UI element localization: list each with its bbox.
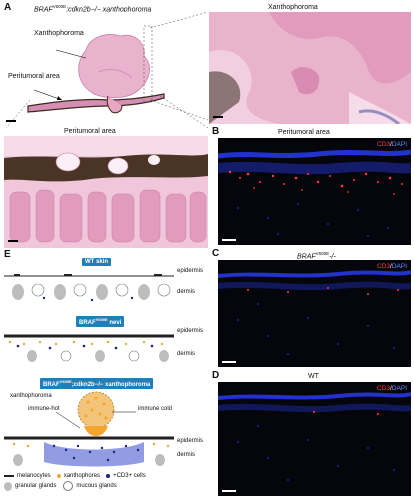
cd3-swatch xyxy=(106,474,111,478)
title-sup: V600E xyxy=(52,4,67,9)
panel-label-b: B xyxy=(212,126,220,137)
nevi-dermis-label: dermis xyxy=(177,351,196,357)
title-braf: BRAF xyxy=(34,6,53,14)
legend-xanthophores: xanthophores xyxy=(63,473,101,479)
stain-dapi-c: DAPI xyxy=(391,263,407,270)
panel-label-a: A xyxy=(4,2,12,13)
title-suffix: ;cdkn2b−/− xanthophoroma xyxy=(66,6,152,14)
zoom-top-title: Xanthophoroma xyxy=(268,4,318,11)
zoom-bottom-title: Peritumoral area xyxy=(64,128,116,135)
panel-b-title: Peritumoral area xyxy=(278,129,330,136)
annotation-peritumoral: Peritumoral area xyxy=(8,73,60,80)
melanocyte-swatch xyxy=(4,475,14,477)
panel-label-e: E xyxy=(4,249,11,260)
legend-cd3: +CD3+ cells xyxy=(113,473,146,479)
schematic-wt-skin xyxy=(4,274,174,302)
annotation-immune-cold: immune cold xyxy=(138,406,173,412)
nevi-epidermis-label: epidermis xyxy=(177,328,204,334)
c-title-braf: BRAF xyxy=(297,253,316,261)
fluorescence-image-c: CD3/DAPI xyxy=(217,260,412,367)
stain-sep-b: / xyxy=(390,141,392,148)
c-title-suffix: -/- xyxy=(329,253,336,261)
legend: melanocytes xanthophores +CD3+ cells gra… xyxy=(4,473,214,491)
stain-dapi-d: DAPI xyxy=(391,385,407,392)
panel-a-title: BRAFV600E;cdkn2b−/− xanthophoroma xyxy=(34,4,151,13)
fluorescence-image-d: CD3/DAPI xyxy=(217,382,412,496)
banner-wt-skin: WT skin xyxy=(82,258,112,266)
legend-mucous: mucous glands xyxy=(76,483,117,489)
panel-d-title: WT xyxy=(308,373,319,380)
stain-label-b: CD3/DAPI xyxy=(377,141,407,148)
stain-sep-d: / xyxy=(390,385,392,392)
xan-sup: V600E xyxy=(59,379,72,384)
xan-epidermis-label: epidermis xyxy=(177,438,204,444)
schematic-nevi xyxy=(4,334,174,362)
banner-xanthophoroma: BRAFV600E;cdkn2b−/− xanthophoroma xyxy=(40,378,154,389)
annotation-xanthophoroma-e: xanthophoroma xyxy=(10,393,52,399)
wt-epidermis-label: epidermis xyxy=(177,268,204,274)
stain-cd3-d: CD3 xyxy=(377,385,391,392)
nevi-suffix: nevi xyxy=(107,320,122,326)
panel-label-d: D xyxy=(212,370,220,381)
xan-suffix: ;cdkn2b−/− xanthophoroma xyxy=(71,382,151,388)
xanthophore-swatch xyxy=(56,474,61,478)
zoom-peritumoral-image xyxy=(4,136,208,248)
legend-melanocytes: melanocytes xyxy=(17,473,51,479)
mucous-gland-swatch xyxy=(63,481,74,491)
stain-label-c: CD3/DAPI xyxy=(377,263,407,270)
annotation-immune-hot: immune-hot xyxy=(28,406,60,412)
annotation-xanthophoroma: Xanthophoroma xyxy=(34,30,84,37)
stain-cd3-c: CD3 xyxy=(377,263,391,270)
stain-dapi-b: DAPI xyxy=(391,141,407,148)
banner-nevi: BRAFV600E nevi xyxy=(76,316,125,327)
granular-gland-swatch xyxy=(4,481,12,491)
zoom-guides xyxy=(5,11,209,129)
fluorescence-image-b: CD3/DAPI xyxy=(217,138,412,245)
stain-cd3-b: CD3 xyxy=(377,141,391,148)
stain-sep-c: / xyxy=(390,263,392,270)
nevi-braf: BRAF xyxy=(79,320,96,326)
legend-granular: granular glands xyxy=(15,483,57,489)
overview-tissue-image xyxy=(4,12,208,126)
panel-label-c: C xyxy=(212,248,220,259)
stain-label-d: CD3/DAPI xyxy=(377,385,407,392)
panel-c-title: BRAFV600E-/- xyxy=(297,251,336,260)
c-title-sup: V600E xyxy=(315,251,330,256)
wt-dermis-label: dermis xyxy=(177,289,196,295)
xan-dermis-label: dermis xyxy=(177,452,196,458)
nevi-sup: V600E xyxy=(95,317,108,322)
zoom-xanthophoroma-image xyxy=(209,12,411,124)
schematic-xanthophoroma xyxy=(4,391,174,467)
xan-braf: BRAF xyxy=(43,382,60,388)
